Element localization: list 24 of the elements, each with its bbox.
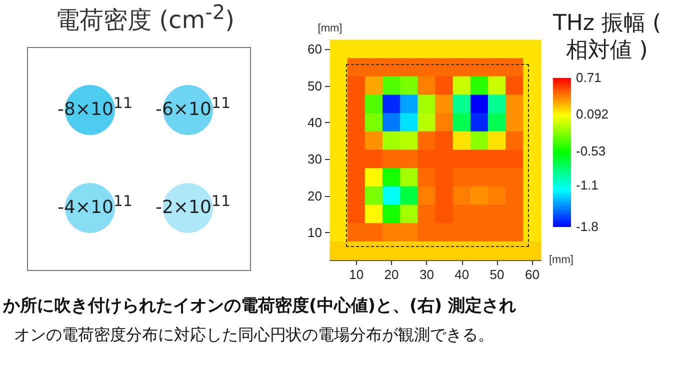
text: か所に吹き付けられたイオンの電荷密度(中心値)と、(右) 測定され [3, 295, 516, 317]
y-tick-label: 50 [308, 78, 322, 94]
x-tick-label: 30 [419, 267, 434, 282]
x-tick-label: 40 [454, 267, 470, 282]
x-tick-label: 50 [490, 267, 504, 282]
text: オンの電荷密度分布に対応した同心円状の電場分布が観測できる。 [14, 325, 494, 346]
color-bar-label: -0.53 [576, 144, 606, 159]
x-axis-title: [mm] [549, 254, 574, 266]
color-bar-label: -1.8 [576, 219, 598, 234]
x-tick-label: 20 [384, 267, 399, 282]
x-tick-label: 10 [349, 267, 364, 282]
color-bar-label: 0.71 [576, 70, 602, 85]
y-tick-label: 10 [308, 225, 322, 240]
y-axis-title: [mm] [318, 22, 342, 34]
y-tick-label: 20 [308, 188, 322, 204]
text: -2×10$^{11}$ [155, 192, 231, 218]
color-bar-label: 0.092 [576, 106, 609, 122]
color-bar-title: THz 振幅 ( 相対値 ) [552, 10, 662, 64]
text: 電荷密度 (cm$^{-2}$) [54, 0, 236, 36]
x-tick-label: 60 [524, 267, 540, 282]
y-tick-label: 40 [308, 115, 322, 130]
y-tick-label: 30 [308, 152, 322, 167]
y-tick-label: 60 [308, 42, 322, 57]
color-bar-label: -1.1 [576, 177, 598, 192]
